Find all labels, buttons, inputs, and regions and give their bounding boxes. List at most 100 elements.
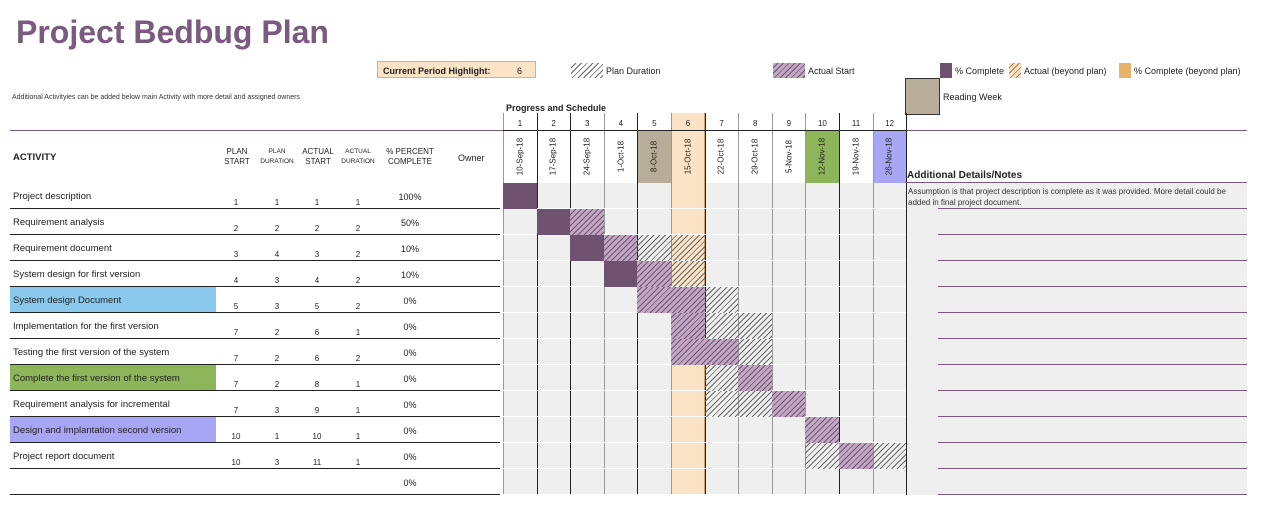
- activity-name[interactable]: Project description: [13, 191, 92, 202]
- actual-duration-bar[interactable]: [771, 391, 806, 417]
- activity-plan-start[interactable]: 5: [233, 302, 239, 311]
- week-number: 2: [551, 119, 556, 128]
- activity-plan-dur[interactable]: 1: [274, 432, 280, 441]
- header-notes: Additional Details/Notes: [907, 170, 1023, 181]
- pct-complete-bar[interactable]: [503, 183, 537, 209]
- activity-plan-start[interactable]: 7: [233, 380, 239, 389]
- activity-plan-dur[interactable]: 4: [274, 250, 280, 259]
- activity-plan-dur[interactable]: 2: [274, 224, 280, 233]
- week-date: 24-Sep-18: [582, 137, 592, 176]
- pct-complete-bar[interactable]: [570, 235, 604, 261]
- pct-complete-bar[interactable]: [536, 209, 571, 235]
- gantt-gridline: [537, 113, 538, 495]
- activity-name[interactable]: Requirement document: [13, 243, 112, 254]
- current-period-box[interactable]: [377, 61, 536, 78]
- activity-act-dur[interactable]: 1: [355, 328, 361, 337]
- activity-percent[interactable]: 100%: [398, 192, 422, 202]
- activity-act-start[interactable]: 3: [314, 250, 320, 259]
- activity-plan-start[interactable]: 10: [231, 432, 241, 441]
- activity-plan-dur[interactable]: 3: [274, 276, 280, 285]
- activity-act-start[interactable]: 4: [314, 276, 320, 285]
- activity-act-dur[interactable]: 1: [355, 198, 361, 207]
- activity-name[interactable]: Implementation for the first version: [13, 321, 159, 332]
- activity-percent[interactable]: 50%: [400, 218, 419, 228]
- activity-plan-dur[interactable]: 2: [274, 354, 280, 363]
- notes-row-divider: [938, 260, 1247, 261]
- activity-percent[interactable]: 0%: [403, 322, 417, 332]
- actual-duration-bar[interactable]: [805, 417, 839, 443]
- activity-act-dur[interactable]: 2: [355, 250, 361, 259]
- current-period-value[interactable]: 6: [517, 66, 523, 76]
- activity-act-dur[interactable]: 1: [355, 432, 361, 441]
- week-number: 9: [786, 119, 792, 128]
- activity-name[interactable]: Requirement analysis: [13, 217, 105, 228]
- activity-plan-start[interactable]: 2: [233, 224, 239, 233]
- notes-row-divider: [938, 390, 1247, 391]
- activity-percent[interactable]: 0%: [403, 296, 417, 306]
- activity-act-start[interactable]: 10: [312, 432, 322, 441]
- activity-percent[interactable]: 10%: [400, 244, 419, 254]
- activity-act-dur[interactable]: 2: [355, 224, 361, 233]
- activity-plan-dur[interactable]: 2: [274, 328, 280, 337]
- week-12-header: [872, 130, 907, 183]
- activity-plan-start[interactable]: 7: [233, 406, 239, 415]
- activity-plan-start[interactable]: 3: [233, 250, 239, 259]
- activity-act-start[interactable]: 6: [314, 354, 320, 363]
- gantt-row-divider: [503, 442, 907, 443]
- activity-percent[interactable]: 0%: [403, 400, 417, 410]
- activity-act-dur[interactable]: 2: [355, 354, 361, 363]
- activity-percent[interactable]: 0%: [403, 452, 417, 462]
- pct-complete-bar[interactable]: [603, 261, 638, 287]
- actual-duration-bar[interactable]: [738, 365, 772, 391]
- activity-act-start[interactable]: 11: [312, 458, 322, 467]
- activity-percent[interactable]: 0%: [403, 426, 417, 436]
- activity-act-dur[interactable]: 1: [355, 406, 361, 415]
- actual-duration-bar[interactable]: [671, 313, 705, 339]
- activity-act-start[interactable]: 1: [314, 198, 320, 207]
- week-number: 5: [652, 119, 657, 128]
- activity-plan-dur[interactable]: 1: [274, 198, 280, 207]
- header-plan-duration: PLAN DURATION: [260, 148, 294, 165]
- actual-beyond-swatch: [1009, 63, 1021, 78]
- activity-act-dur[interactable]: 2: [355, 302, 361, 311]
- activity-act-start[interactable]: 9: [314, 406, 320, 415]
- activity-act-dur[interactable]: 2: [355, 276, 361, 285]
- activity-name[interactable]: Project report document: [13, 451, 115, 462]
- activity-percent[interactable]: 0%: [403, 478, 417, 488]
- activity-name[interactable]: Design and implantation second version: [13, 425, 182, 436]
- activity-act-dur[interactable]: 1: [355, 380, 361, 389]
- activity-act-start[interactable]: 2: [314, 224, 320, 233]
- activity-plan-dur[interactable]: 3: [274, 406, 280, 415]
- first-note[interactable]: Assumption is that project description i…: [908, 187, 1226, 207]
- activity-plan-dur[interactable]: 3: [274, 458, 280, 467]
- activity-name[interactable]: Testing the first version of the system: [13, 347, 170, 358]
- current-period-label: Current Period Highlight:: [383, 66, 491, 76]
- pct-complete-swatch: [940, 63, 952, 78]
- activity-act-start[interactable]: 6: [314, 328, 320, 337]
- activity-act-start[interactable]: 8: [314, 380, 320, 389]
- week-number: 6: [685, 119, 691, 128]
- activity-percent[interactable]: 10%: [400, 270, 419, 280]
- activity-act-start[interactable]: 5: [314, 302, 320, 311]
- activity-plan-dur[interactable]: 2: [274, 380, 280, 389]
- activity-plan-start[interactable]: 10: [231, 458, 241, 467]
- activity-plan-dur[interactable]: 3: [274, 302, 280, 311]
- week-number: 8: [752, 119, 758, 128]
- activity-name[interactable]: System design for first version: [13, 269, 141, 280]
- activity-name[interactable]: Requirement analysis for incremental: [13, 399, 170, 410]
- activity-plan-start[interactable]: 1: [233, 198, 239, 207]
- activity-name[interactable]: System design Document: [13, 295, 122, 306]
- row-divider: [10, 286, 500, 287]
- gantt-gridline: [772, 113, 773, 495]
- activity-plan-start[interactable]: 7: [233, 328, 239, 337]
- plan-duration-bar[interactable]: [704, 313, 772, 339]
- actual-duration-bar[interactable]: [671, 339, 739, 365]
- activity-percent[interactable]: 0%: [403, 374, 417, 384]
- activity-plan-start[interactable]: 7: [233, 354, 239, 363]
- activity-name[interactable]: Complete the first version of the system: [13, 373, 180, 384]
- activity-percent[interactable]: 0%: [403, 348, 417, 358]
- activity-act-dur[interactable]: 1: [355, 458, 361, 467]
- activity-plan-start[interactable]: 4: [233, 276, 239, 285]
- actual-duration-bar[interactable]: [637, 287, 705, 313]
- actual-duration-bar[interactable]: [839, 443, 873, 469]
